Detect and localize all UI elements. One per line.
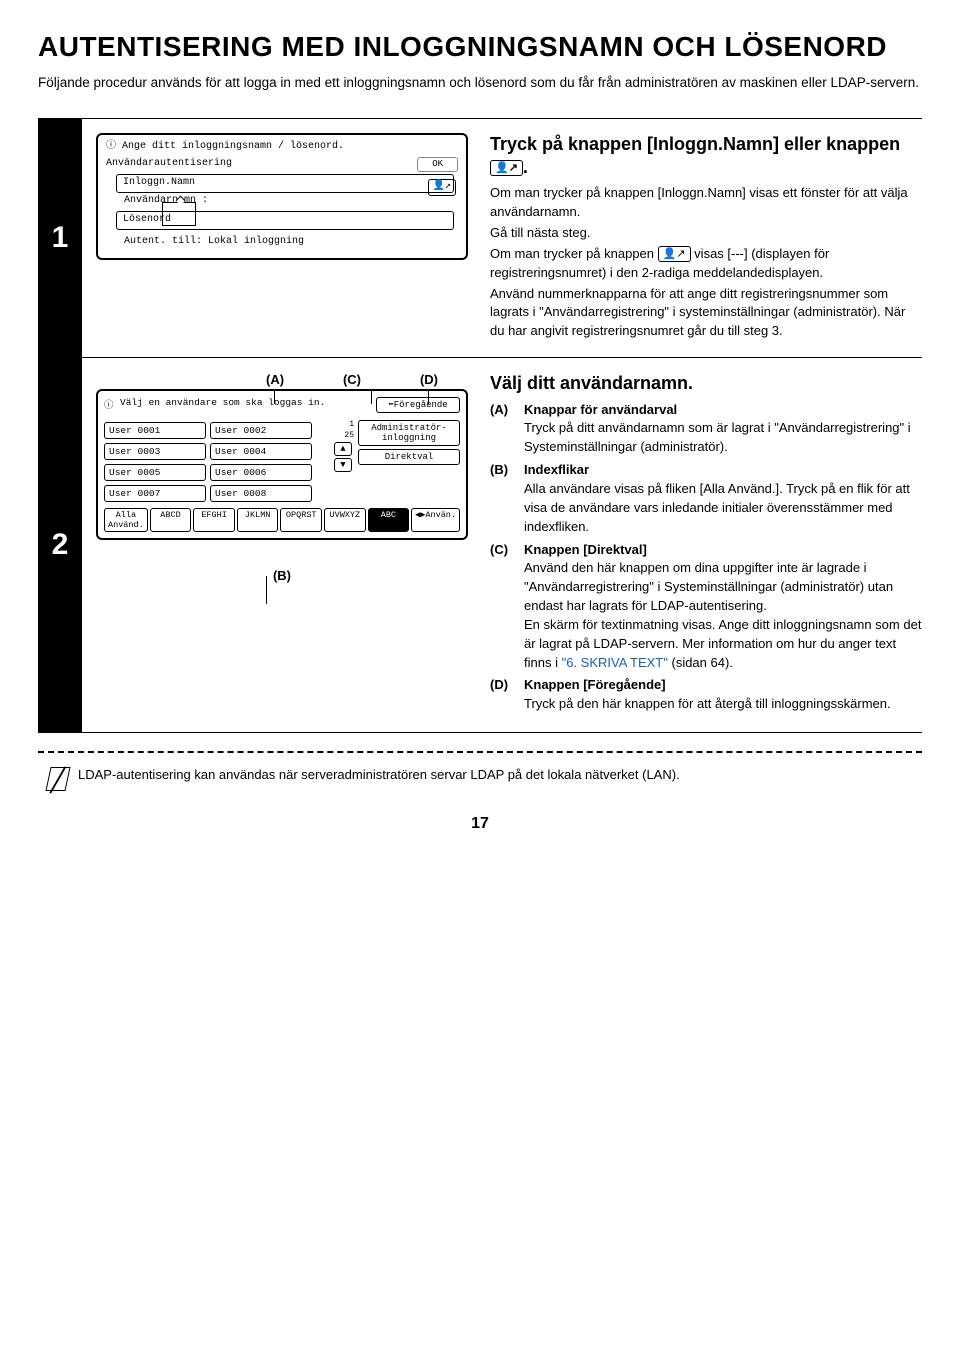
user-button[interactable]: User 0007 [104,485,206,502]
item-content: IndexflikarAlla användare visas på flike… [524,461,922,536]
item-key: (A) [490,401,524,458]
item-content: Knappar för användarvalTryck på ditt anv… [524,401,922,458]
step-2-item: (C)Knappen [Direktval]Använd den här kna… [490,541,922,673]
note-block: LDAP-autentisering kan användas när serv… [38,767,922,815]
tab-all[interactable]: Alla Använd. [104,508,148,532]
divider [38,751,922,753]
page-total: 25 [334,431,354,440]
info-icon: ⓘ [106,141,122,154]
item-content: Knappen [Direktval]Använd den här knappe… [524,541,922,673]
page-current: 1 [334,420,354,429]
step-1-p2: Gå till nästa steg. [490,224,922,243]
callout-c: (C) [343,372,361,387]
user-button[interactable]: User 0001 [104,422,206,439]
user-button[interactable]: User 0004 [210,443,312,460]
step-2-items: (A)Knappar för användarvalTryck på ditt … [490,401,922,715]
step-2-number: 2 [38,358,82,732]
login-name-field[interactable]: Inloggn.Namn [116,174,454,193]
pencil-icon [38,767,78,791]
note-text: LDAP-autentisering kan användas när serv… [78,767,680,791]
step-1-p3: Om man trycker på knappen 👤↗ visas [---]… [490,245,922,283]
link-text[interactable]: "6. SKRIVA TEXT" [562,655,668,670]
admin-login-button[interactable]: Administratör-inloggning [358,420,460,446]
callout-arrow [162,202,196,226]
item-key: (C) [490,541,524,673]
intro-text: Följande procedur används för att logga … [38,73,922,93]
tab-abcd[interactable]: ABCD [150,508,192,532]
step-2-item: (D)Knappen [Föregående]Tryck på den här … [490,676,922,714]
auth-to-label: Autent. till: [124,236,202,249]
tab-abc[interactable]: ABC [368,508,410,532]
auth-to-value: Lokal inloggning [208,236,304,249]
step-1-p1: Om man trycker på knappen [Inloggn.Namn]… [490,184,922,222]
user-button[interactable]: User 0003 [104,443,206,460]
step-2: 2 (A) (C) (D) ⓘ Välj en användare som sk… [38,358,922,733]
previous-button[interactable]: ⬅Föregående [376,397,460,413]
tab-jklmn[interactable]: JKLMN [237,508,279,532]
step-2-item: (B)IndexflikarAlla användare visas på fl… [490,461,922,536]
callout-b: (B) [96,568,468,583]
user-select-panel-wrap: (A) (C) (D) ⓘ Välj en användare som ska … [96,372,468,583]
tab-uvwxyz[interactable]: UVWXYZ [324,508,366,532]
auth-label: Användarautentisering [106,158,238,171]
person-icon: 👤↗ [658,246,691,262]
user-button[interactable]: User 0002 [210,422,312,439]
item-content: Knappen [Föregående]Tryck på den här kna… [524,676,922,714]
scroll-down-button[interactable]: ▼ [334,458,352,472]
page-title: AUTENTISERING MED INLOGGNINGSNAMN OCH LÖ… [38,32,922,63]
tab-user-nav[interactable]: ◀▶Använ. [411,508,460,532]
info-icon: ⓘ [104,397,120,416]
panel-header: Ange ditt inloggningsnamn / lösenord. [122,141,458,154]
ok-button[interactable]: OK [417,157,458,172]
person-icon: 👤↗ [490,160,523,176]
user-select-panel: ⓘ Välj en användare som ska loggas in. ⬅… [96,389,468,540]
step-1-number: 1 [38,119,82,357]
callout-d: (D) [420,372,438,387]
panel2-header: Välj en användare som ska loggas in. [120,397,376,416]
step-2-heading: Välj ditt användarnamn. [490,372,922,395]
item-key: (D) [490,676,524,714]
step-2-item: (A)Knappar för användarvalTryck på ditt … [490,401,922,458]
index-tabs: Alla Använd. ABCD EFGHI JKLMN OPQRST UVW… [104,508,460,532]
user-button[interactable]: User 0008 [210,485,312,502]
step-1: 1 ⓘ Ange ditt inloggningsnamn / lösenord… [38,118,922,358]
person-icon-button[interactable]: 👤↗ [428,179,456,196]
page-number: 17 [38,815,922,853]
item-key: (B) [490,461,524,536]
user-grid: User 0001User 0002 User 0003User 0004 Us… [104,420,334,504]
login-panel: ⓘ Ange ditt inloggningsnamn / lösenord. … [96,133,468,260]
tab-opqrst[interactable]: OPQRST [280,508,322,532]
callout-a: (A) [266,372,284,387]
user-button[interactable]: User 0006 [210,464,312,481]
step-1-heading: Tryck på knappen [Inloggn.Namn] eller kn… [490,133,922,178]
tab-efghi[interactable]: EFGHI [193,508,235,532]
scroll-up-button[interactable]: ▲ [334,442,352,456]
step-1-p4: Använd nummerknapparna för att ange ditt… [490,285,922,342]
direct-select-button[interactable]: Direktval [358,449,460,465]
user-button[interactable]: User 0005 [104,464,206,481]
